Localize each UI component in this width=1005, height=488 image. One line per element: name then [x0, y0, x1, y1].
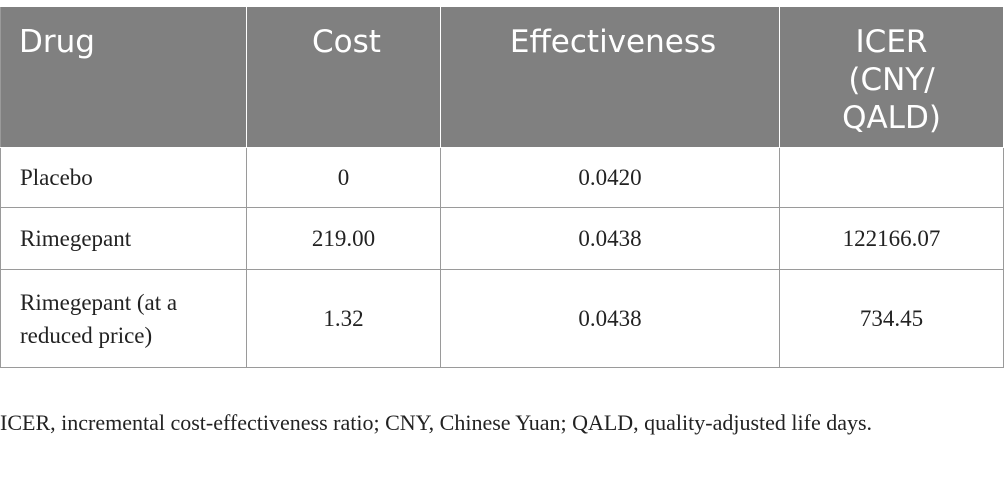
table-row: Rimegepant 219.00 0.0438 122166.07 — [0, 207, 1004, 270]
cell-cost: 1.32 — [246, 269, 441, 368]
cell-drug: Placebo — [0, 147, 247, 208]
cell-cost: 219.00 — [246, 207, 441, 270]
cell-icer — [779, 147, 1004, 208]
header-cost: Cost — [246, 6, 441, 148]
cell-icer: 734.45 — [779, 269, 1004, 368]
header-icer: ICER (CNY/ QALD) — [779, 6, 1004, 148]
header-drug: Drug — [0, 6, 247, 148]
cell-drug: Rimegepant (at a reduced price) — [0, 269, 247, 368]
table-row: Placebo 0 0.0420 — [0, 147, 1004, 208]
cell-effectiveness: 0.0438 — [440, 207, 780, 270]
table-header-row: Drug Cost Effectiveness ICER (CNY/ QALD) — [0, 6, 1004, 148]
cell-effectiveness: 0.0438 — [440, 269, 780, 368]
cell-icer: 122166.07 — [779, 207, 1004, 270]
cell-effectiveness: 0.0420 — [440, 147, 780, 208]
results-table: Drug Cost Effectiveness ICER (CNY/ QALD)… — [0, 6, 1004, 368]
cell-drug: Rimegepant — [0, 207, 247, 270]
header-effectiveness: Effectiveness — [440, 6, 780, 148]
cell-cost: 0 — [246, 147, 441, 208]
table-footnote: ICER, incremental cost-effectiveness rat… — [0, 410, 873, 435]
table-row: Rimegepant (at a reduced price) 1.32 0.0… — [0, 269, 1004, 368]
